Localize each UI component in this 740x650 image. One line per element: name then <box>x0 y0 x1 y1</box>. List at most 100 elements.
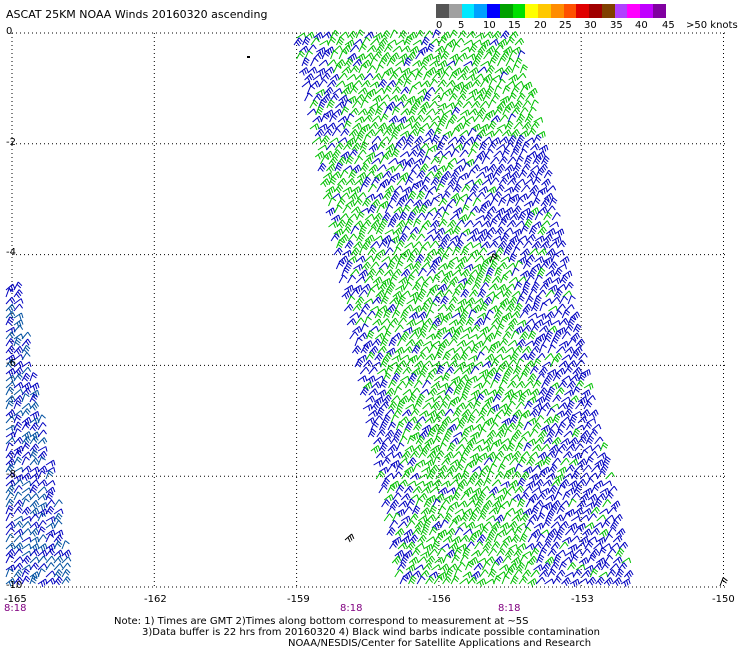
wind-barb <box>549 197 558 207</box>
wind-barb <box>506 442 516 452</box>
wind-barb <box>483 477 492 487</box>
wind-barb <box>532 197 541 207</box>
wind-barb <box>388 115 399 125</box>
wind-barb <box>483 457 493 466</box>
wind-barb <box>382 191 392 201</box>
wind-barb <box>464 424 474 432</box>
wind-barb <box>29 543 40 552</box>
wind-barb <box>389 94 400 102</box>
wind-barb <box>479 123 490 133</box>
wind-barb <box>425 576 435 585</box>
wind-barb <box>519 107 529 116</box>
wind-barb <box>353 38 363 46</box>
wind-barb <box>575 359 585 368</box>
wind-barb <box>521 569 532 578</box>
wind-barb <box>500 274 509 284</box>
wind-barb <box>445 326 456 335</box>
wind-barb <box>404 198 415 207</box>
wind-barb <box>430 177 440 186</box>
wind-barb <box>330 214 341 223</box>
wind-barb <box>616 528 626 537</box>
wind-barb <box>357 108 368 116</box>
wind-barb <box>434 108 445 116</box>
wind-barb <box>474 523 484 530</box>
wind-barb <box>545 494 556 502</box>
wind-barb <box>499 360 509 370</box>
wind-barb <box>538 366 548 376</box>
wind-barb <box>594 459 605 468</box>
wind-barb <box>485 65 495 75</box>
wind-barb <box>488 283 499 291</box>
wind-barb <box>438 218 448 228</box>
wind-barb <box>536 512 546 522</box>
wind-barb <box>549 444 559 454</box>
lat-label-8s: -8 <box>6 469 16 480</box>
wind-barb <box>29 389 40 399</box>
wind-barb <box>349 65 360 74</box>
wind-barb <box>323 128 333 137</box>
wind-barb <box>397 521 408 529</box>
wind-barb <box>322 192 333 200</box>
wind-barb <box>420 302 430 312</box>
wind-barb <box>355 255 366 263</box>
wind-barb <box>459 578 470 585</box>
wind-barb <box>578 352 588 361</box>
wind-barb <box>530 569 540 578</box>
wind-barb <box>61 562 71 571</box>
wind-barb <box>556 283 567 291</box>
wind-barb <box>446 60 456 67</box>
wind-barb <box>429 464 439 474</box>
wind-barb <box>478 428 487 438</box>
wind-barb <box>332 64 342 74</box>
wind-barb <box>428 302 438 312</box>
wind-barb <box>5 437 16 445</box>
wind-barb <box>524 360 535 368</box>
wind-barb <box>438 197 448 207</box>
wind-barb <box>37 450 48 460</box>
wind-barb <box>486 407 496 417</box>
wind-barb <box>370 421 379 431</box>
wind-barb <box>490 403 500 413</box>
wind-barb <box>572 366 582 376</box>
wind-barb <box>494 267 503 277</box>
wind-barb <box>499 522 510 531</box>
wind-barb <box>450 396 461 405</box>
wind-barb <box>450 575 460 585</box>
wind-barb <box>37 446 48 452</box>
wind-barb <box>531 263 542 271</box>
wind-barb <box>400 86 410 95</box>
wind-barb <box>383 44 393 53</box>
wind-barb <box>584 540 594 550</box>
colorbar-swatch <box>499 4 513 18</box>
wind-barb <box>583 400 593 410</box>
time-label-right: 8:18 <box>498 603 521 614</box>
wind-barb <box>481 401 492 410</box>
wind-barb <box>469 227 480 237</box>
wind-barb <box>499 297 510 307</box>
wind-barb <box>519 288 529 298</box>
wind-barb <box>439 155 448 165</box>
wind-barb <box>463 508 473 516</box>
wind-barb <box>413 199 423 209</box>
wind-barb <box>415 254 425 264</box>
wind-barb <box>431 564 441 571</box>
wind-barb <box>430 401 441 411</box>
wind-barb <box>621 557 632 564</box>
wind-barb <box>398 500 408 508</box>
wind-barb <box>384 204 394 214</box>
wind-barb <box>428 144 438 152</box>
wind-barb <box>464 179 475 186</box>
wind-barb <box>437 283 448 293</box>
wind-barb <box>505 324 515 333</box>
wind-barb <box>375 225 385 235</box>
wind-barb <box>309 123 320 131</box>
wind-barb <box>328 197 337 207</box>
wind-barb <box>456 339 467 347</box>
wind-barb <box>434 493 445 503</box>
wind-barb <box>349 268 360 277</box>
wind-barb <box>483 51 493 60</box>
wind-barb <box>513 326 524 335</box>
wind-barb <box>384 429 395 439</box>
wind-barb <box>398 276 409 286</box>
wind-barb <box>399 354 410 361</box>
